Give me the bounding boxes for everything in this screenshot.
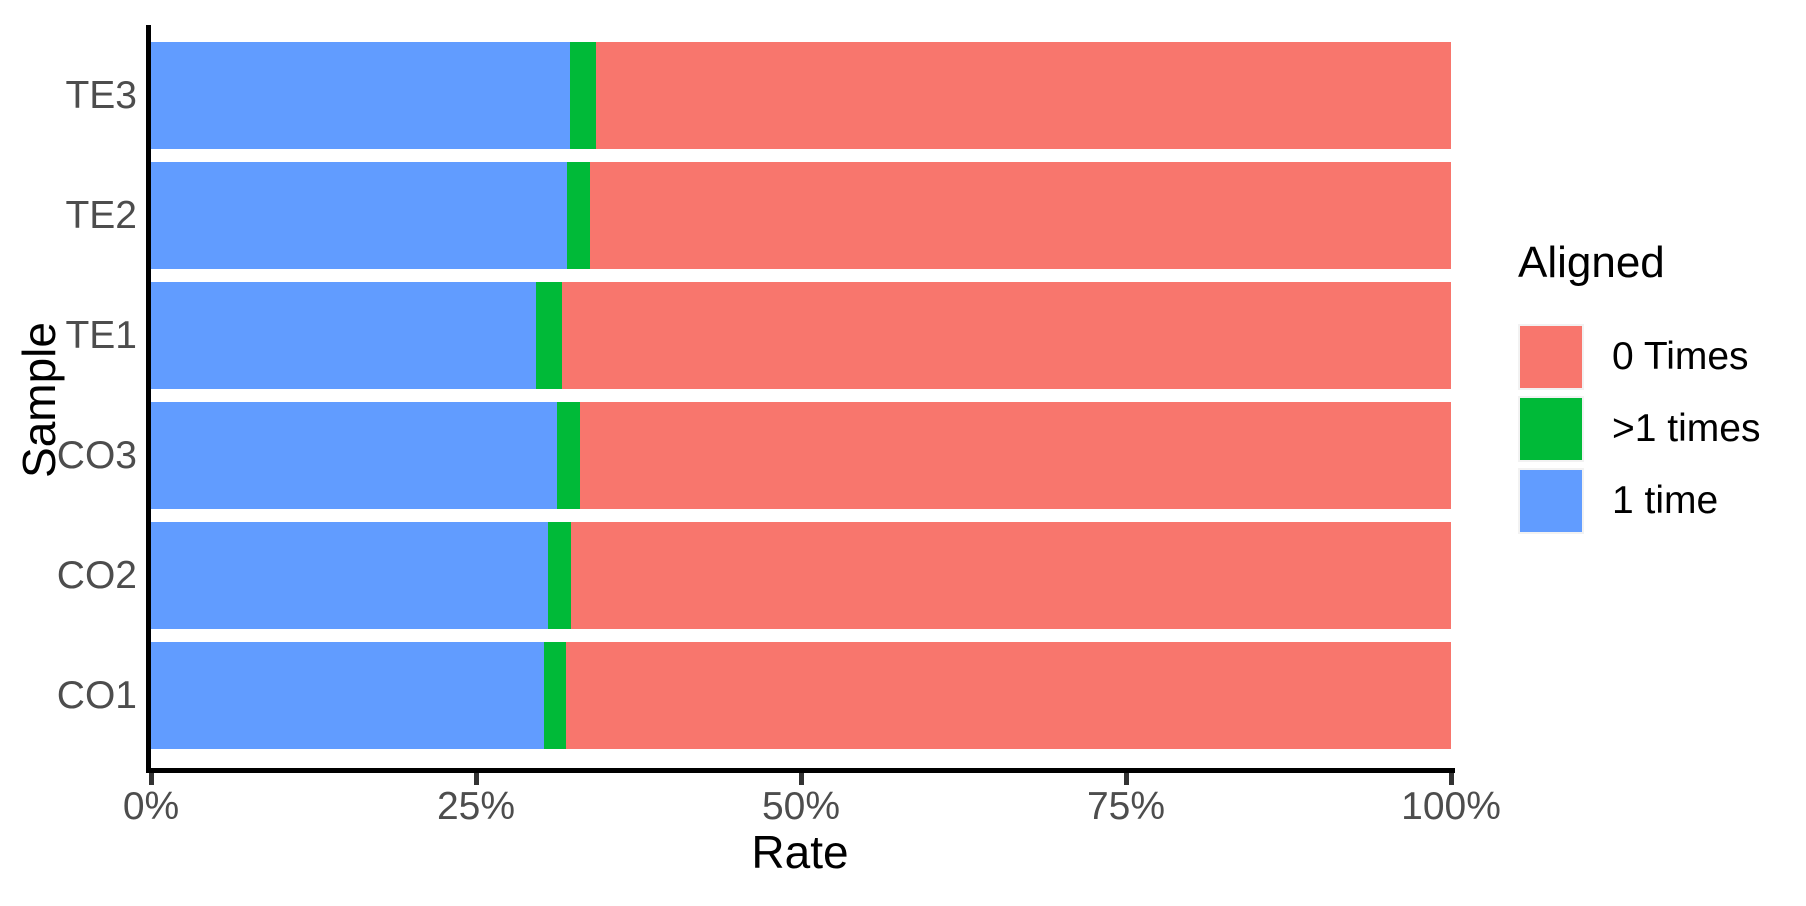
legend-entry: 1 time	[1518, 468, 1798, 534]
y-tick-label-co1: CO1	[56, 673, 137, 717]
bar-segment-1-time	[151, 402, 557, 509]
bar-segment--1-times	[556, 402, 580, 509]
bar-row-te3	[151, 42, 1451, 149]
legend: Aligned 0 Times >1 times 1 time	[1518, 238, 1798, 540]
x-tick-label-100pct: 100%	[1401, 785, 1501, 828]
bar-segment-0-times	[565, 642, 1451, 749]
x-tick-mark	[474, 773, 479, 785]
bar-segment--1-times	[535, 282, 562, 389]
y-axis-title: Sample	[13, 322, 65, 478]
x-tick-label-25pct: 25%	[436, 785, 516, 828]
legend-key	[1518, 468, 1584, 534]
x-tick-label-0pct: 0%	[122, 785, 180, 828]
bar-row-te2	[151, 162, 1451, 269]
bar-segment-0-times	[579, 402, 1451, 509]
bar-segment-1-time	[151, 282, 536, 389]
legend-label: 0 Times	[1612, 335, 1749, 378]
legend-swatch	[1520, 470, 1582, 532]
bar-segment--1-times	[567, 162, 591, 269]
y-axis-line	[146, 25, 151, 773]
legend-entry: 0 Times	[1518, 324, 1798, 390]
x-axis-title: Rate	[751, 826, 849, 878]
x-tick-label-75pct: 75%	[1086, 785, 1166, 828]
legend-key	[1518, 396, 1584, 462]
legend-label: 1 time	[1612, 479, 1719, 522]
legend-swatch	[1520, 326, 1582, 388]
bar-row-co1	[151, 642, 1451, 749]
y-tick-label-te3: TE3	[65, 73, 137, 117]
y-tick-label-co2: CO2	[56, 553, 137, 597]
legend-entries: 0 Times >1 times 1 time	[1518, 324, 1798, 534]
bar-segment-0-times	[595, 42, 1451, 149]
bar-segment--1-times	[547, 522, 571, 629]
legend-title: Aligned	[1518, 238, 1665, 287]
x-tick-mark	[799, 773, 804, 785]
x-axis-line	[146, 768, 1455, 773]
x-tick-mark	[1124, 773, 1129, 785]
legend-entry: >1 times	[1518, 396, 1798, 462]
bar-segment--1-times	[569, 42, 596, 149]
y-tick-label-te1: TE1	[65, 313, 137, 357]
plot-area	[151, 25, 1451, 773]
y-tick-label-te2: TE2	[65, 193, 137, 237]
bar-segment-0-times	[570, 522, 1451, 629]
bar-segment-1-time	[151, 42, 570, 149]
bar-segment-0-times	[561, 282, 1451, 389]
bar-row-co3	[151, 402, 1451, 509]
legend-key	[1518, 324, 1584, 390]
x-tick-label-50pct: 50%	[761, 785, 841, 828]
legend-swatch	[1520, 398, 1582, 460]
bar-row-co2	[151, 522, 1451, 629]
bar-segment-0-times	[590, 162, 1451, 269]
bar-segment-1-time	[151, 522, 548, 629]
x-tick-mark	[149, 773, 154, 785]
legend-label: >1 times	[1612, 407, 1761, 450]
bar-segment--1-times	[543, 642, 566, 749]
bar-segment-1-time	[151, 162, 567, 269]
y-tick-label-co3: CO3	[56, 433, 137, 477]
bar-segment-1-time	[151, 642, 544, 749]
bar-row-te1	[151, 282, 1451, 389]
x-tick-mark	[1449, 773, 1454, 785]
